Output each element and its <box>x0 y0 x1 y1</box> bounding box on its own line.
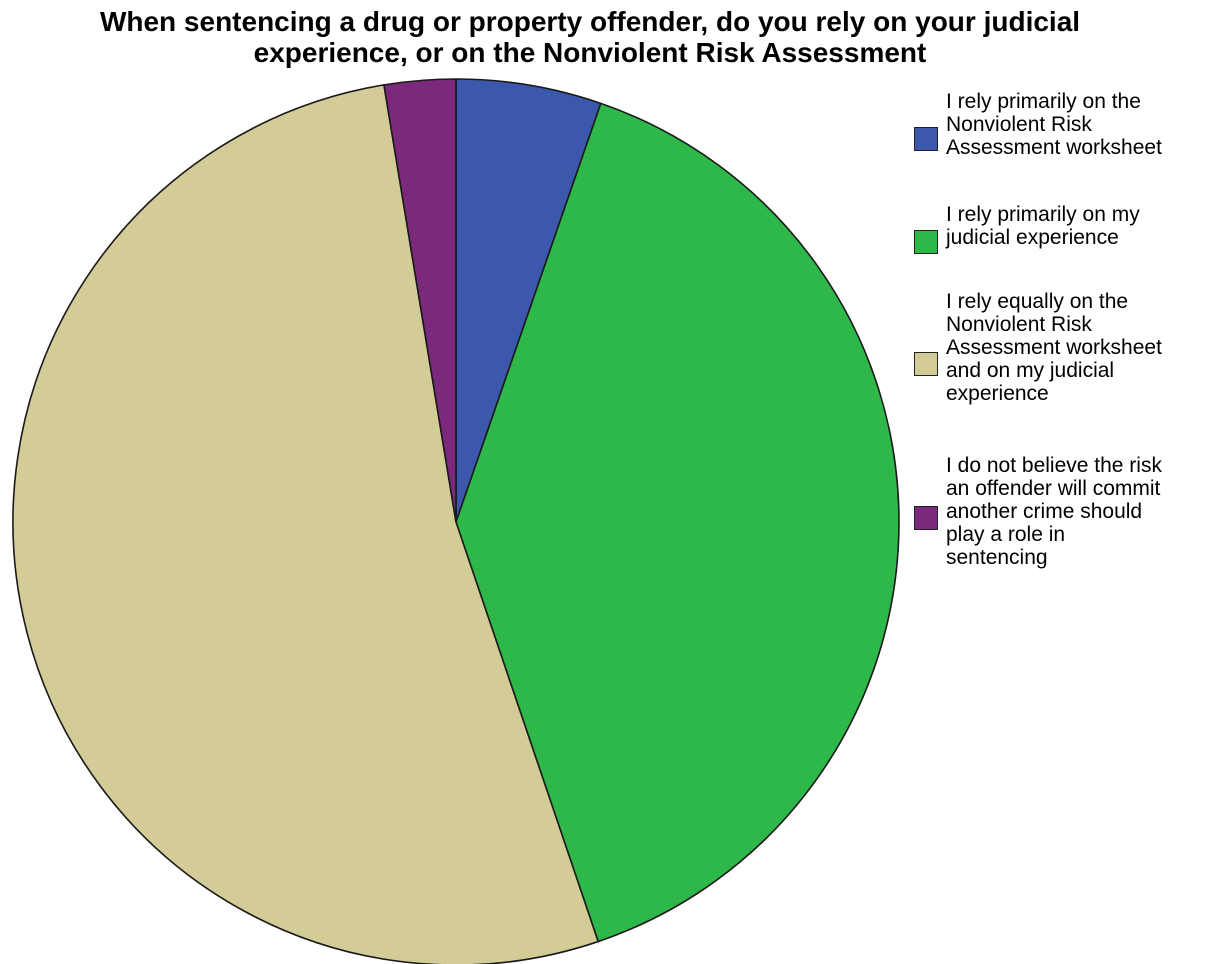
legend-label-no-role: I do not believe the risk an offender wi… <box>946 454 1162 569</box>
pie-slice-judicial-experience <box>455 102 900 943</box>
pie-slice-rely-equally <box>12 84 599 964</box>
legend-swatch-judicial-experience <box>914 230 938 254</box>
pie-slice-risk-assessment <box>455 78 602 523</box>
legend-swatch-rely-equally <box>914 352 938 376</box>
legend-label-risk-assessment: I rely primarily on the Nonviolent Risk … <box>946 90 1162 159</box>
chart-title-line-1: When sentencing a drug or property offen… <box>99 6 1081 37</box>
legend-swatch-no-role <box>914 506 938 530</box>
legend-label-rely-equally: I rely equally on the Nonviolent Risk As… <box>946 290 1162 405</box>
pie-slice-no-role <box>383 78 457 523</box>
legend-swatch-risk-assessment <box>914 127 938 151</box>
legend-label-judicial-experience: I rely primarily on my judicial experien… <box>946 203 1140 249</box>
chart-title-line-2: experience, or on the Nonviolent Risk As… <box>253 37 927 68</box>
chart-title: When sentencing a drug or property offen… <box>0 6 1180 68</box>
